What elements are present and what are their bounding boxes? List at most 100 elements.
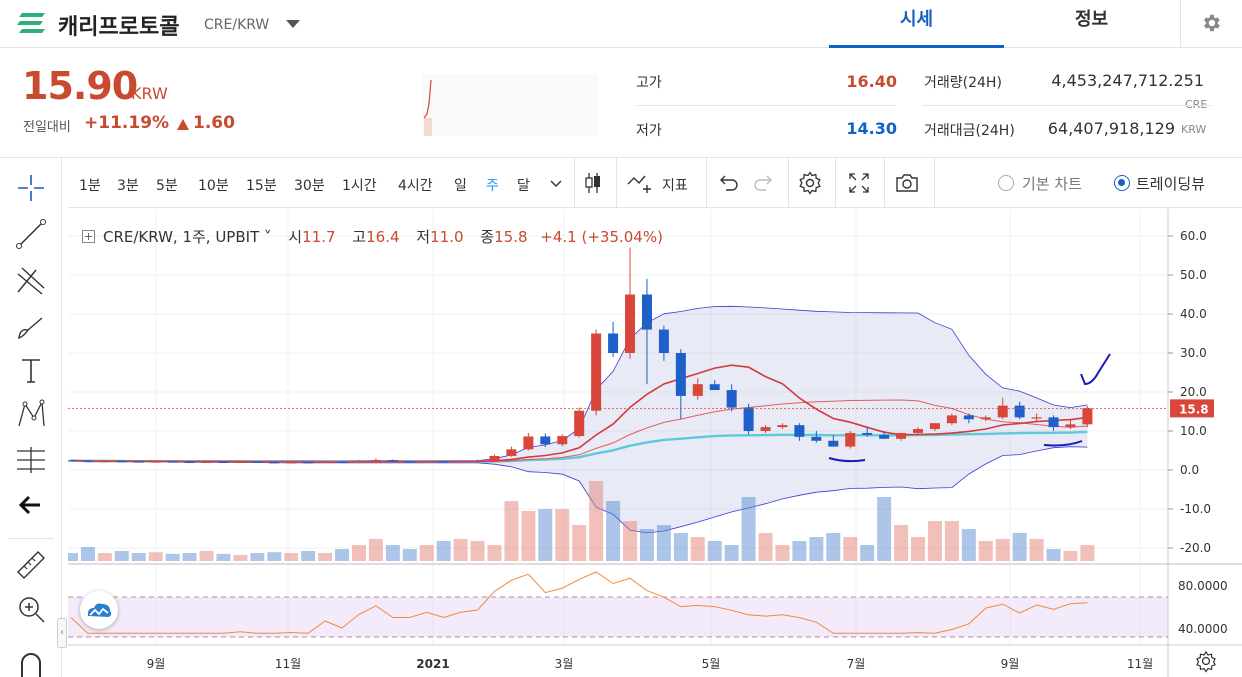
pitchfork-icon[interactable] [14,264,48,298]
fullscreen-icon[interactable] [846,170,872,196]
volume-unit: CRE [1185,98,1208,111]
tab-price[interactable]: 시세 [829,0,1004,48]
crosshair-icon[interactable] [14,171,48,205]
candle-body [116,461,127,463]
ruler-icon[interactable] [14,548,48,582]
time-tick-label: 9월 [1001,657,1020,671]
chevron-down-icon[interactable]: ˅ [259,228,272,246]
price-tick-label: -20.0 [1180,541,1211,555]
indicator-label[interactable]: 지표 [662,178,688,194]
zoom-in-icon[interactable] [14,592,48,626]
candle-body [320,461,331,464]
volume-bar [351,545,366,561]
candle-body [862,432,873,435]
timeframe-week[interactable]: 주 [486,178,499,194]
volume-bar [436,541,451,561]
candle-body [574,410,585,437]
volume-bar [504,501,519,561]
candle-type-icon[interactable] [580,170,606,196]
timeframe-3m[interactable]: 3분 [117,178,139,194]
candle-body [1065,424,1076,428]
candle-body [879,434,890,439]
mini-price-chart [422,74,598,136]
candle-body [184,461,195,464]
timeframe-10m[interactable]: 10분 [198,178,229,194]
volume-bar [775,545,790,561]
price-tick-label: 60.0 [1180,229,1207,243]
collapse-toolbar-handle[interactable]: ‹ [57,618,67,648]
change-value: 1.60 [193,113,235,133]
radio-basic-chart-label[interactable]: 기본 차트 [1022,175,1082,193]
radio-tradingview[interactable] [1114,175,1130,191]
candle-body [99,461,110,463]
upbit-logo-icon[interactable] [16,11,46,35]
gear-icon [1204,14,1220,32]
trend-line-icon[interactable] [14,217,48,251]
legend-close: 15.8 [494,228,528,246]
coin-pair[interactable]: CRE/KRW [204,17,270,33]
candlesticks [68,247,1093,464]
amount-value: 64,407,918,129 [1047,119,1175,138]
timeframe-month[interactable]: 달 [517,178,530,194]
arrow-left-icon[interactable] [14,488,48,522]
redo-icon[interactable] [750,170,776,196]
volume-bar [114,551,129,561]
price-tick-label: -10.0 [1180,502,1211,516]
price-unit: KRW [131,84,168,103]
volume-bar [301,551,316,561]
change-rate: +11.19% [84,113,170,133]
divider [934,158,935,208]
volume-bar [199,551,214,561]
price-tick-label: 20.0 [1180,385,1207,399]
timeframe-5m[interactable]: 5분 [156,178,178,194]
timeframe-day[interactable]: 일 [454,178,467,194]
candle-body [743,407,754,431]
chevron-down-icon[interactable] [543,170,569,196]
chevron-down-icon[interactable] [286,20,300,28]
radio-tradingview-label[interactable]: 트레이딩뷰 [1136,175,1206,193]
undo-icon[interactable] [716,170,742,196]
legend-symbol[interactable]: CRE/KRW, 1주, UPBIT [103,228,260,246]
candle-body [218,461,229,464]
divider [706,158,707,208]
timeframe-30m[interactable]: 30분 [294,178,325,194]
volume-bar [894,525,909,561]
candle-body [997,405,1008,418]
candle-body [828,440,839,447]
magnet-icon[interactable] [14,647,48,677]
plus-square-icon[interactable] [82,230,95,243]
pattern-icon[interactable] [14,398,48,432]
volume-bar [707,541,722,561]
volume-bar [877,497,892,561]
last-price-tag [1170,399,1214,418]
candle-body [692,384,703,396]
candle-body [133,461,144,463]
timeframe-1m[interactable]: 1분 [79,178,101,194]
settings-button[interactable] [1180,0,1242,48]
divider [922,105,1212,106]
camera-icon[interactable] [894,170,920,196]
timeframe-4h[interactable]: 4시간 [398,178,433,194]
volume-bar [944,521,959,561]
indicator-icon[interactable] [626,170,652,196]
price-chart[interactable]: 60.0 50.0 40.0 30.0 20.0 10.0 0.0 -10.0 -20.0 15… [68,209,1242,677]
last-price-marker: 15.8 [68,399,1214,418]
indicator-badge[interactable] [80,591,118,629]
chart-settings-gear-icon[interactable] [797,170,823,196]
timeframe-1h[interactable]: 1시간 [342,178,377,194]
radio-basic-chart[interactable] [998,175,1014,191]
settings-gear-icon[interactable] [1196,650,1216,673]
volume-bar [555,509,570,561]
legend-change: +4.1 (+35.04%) [540,228,663,246]
coin-name[interactable]: 캐리프로토콜 [58,15,180,40]
tab-info[interactable]: 정보 [1074,9,1109,30]
timeframe-15m[interactable]: 15분 [246,178,277,194]
measure-lines-icon[interactable] [14,443,48,477]
time-tick-label: 11월 [1127,657,1153,671]
candle-body [963,415,974,420]
rsi-tick-label: 40.0000 [1178,622,1228,636]
volume-bar [1012,533,1027,561]
text-tool-icon[interactable] [14,354,48,388]
brush-icon[interactable] [14,310,48,344]
volume-bar [402,549,417,561]
